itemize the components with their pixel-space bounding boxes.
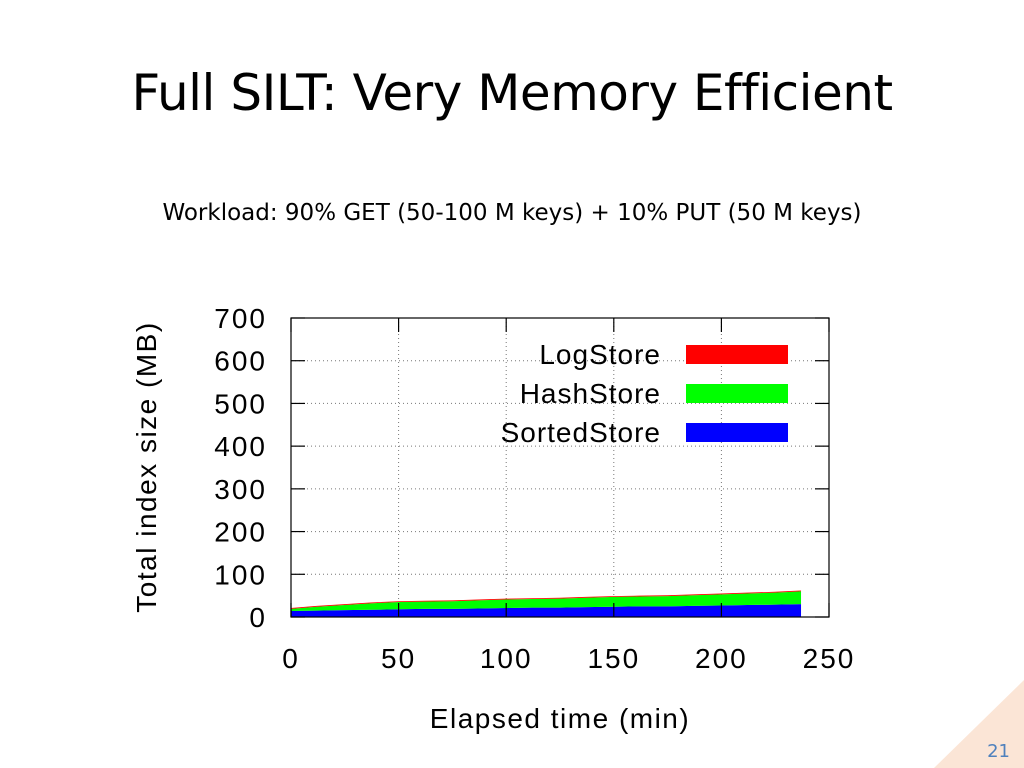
legend-label-sortedstore: SortedStore [501, 417, 661, 448]
legend-label-logstore: LogStore [539, 339, 661, 370]
x-tick-label: 250 [803, 643, 856, 674]
y-tick-label: 700 [214, 303, 267, 334]
y-tick-label: 600 [214, 346, 267, 377]
legend-swatch-logstore [686, 345, 788, 364]
y-tick-label: 200 [214, 517, 267, 548]
y-tick-label: 300 [214, 474, 267, 505]
x-tick-label: 0 [282, 643, 300, 674]
y-axis-label: Total index size (MB) [131, 321, 162, 612]
x-tick-label: 150 [587, 643, 640, 674]
slide-title: Full SILT: Very Memory Efficient [131, 64, 893, 122]
workload-subtitle: Workload: 90% GET (50-100 M keys) + 10% … [162, 200, 862, 226]
x-tick-label: 50 [381, 643, 416, 674]
plot-frame [290, 317, 830, 618]
legend-swatch-hashstore [686, 384, 788, 403]
area-sortedstore [291, 604, 802, 617]
y-tick-label: 400 [214, 431, 267, 462]
x-tick-label: 100 [480, 643, 533, 674]
legend-swatch-sortedstore [686, 423, 788, 442]
legend-label-hashstore: HashStore [520, 378, 661, 409]
slide-number: 21 [987, 741, 1010, 762]
area-hashstore [291, 591, 802, 612]
area-logstore [291, 590, 802, 609]
y-tick-label: 100 [214, 559, 267, 590]
y-tick-label: 0 [249, 602, 267, 633]
x-tick-label: 200 [695, 643, 748, 674]
y-tick-label: 500 [214, 388, 267, 419]
x-axis-label: Elapsed time (min) [430, 703, 690, 734]
corner-decoration [934, 680, 1024, 768]
